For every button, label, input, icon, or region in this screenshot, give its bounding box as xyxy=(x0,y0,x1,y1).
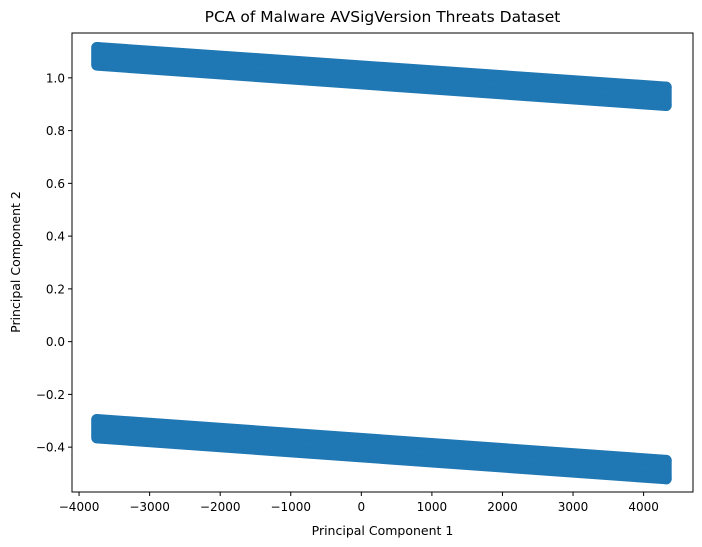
y-tick-label: −0.2 xyxy=(36,388,65,402)
y-tick-label: 0.6 xyxy=(46,177,65,191)
scatter-point xyxy=(133,52,145,64)
scatter-point xyxy=(660,100,672,112)
scatter-point xyxy=(119,423,131,435)
x-tick-label: −3000 xyxy=(129,500,170,514)
scatter-point xyxy=(137,425,149,437)
scatter-point xyxy=(92,432,104,444)
x-tick-label: −1000 xyxy=(270,500,311,514)
scatter-point xyxy=(228,56,240,68)
scatter-point xyxy=(105,49,117,61)
y-axis-label: Principal Component 2 xyxy=(8,191,23,333)
cluster-bands xyxy=(91,42,672,485)
x-axis-label: Principal Component 1 xyxy=(312,523,454,538)
scatter-point xyxy=(172,52,184,64)
y-tick-label: 0.8 xyxy=(46,124,65,138)
x-tick-label: −2000 xyxy=(200,500,241,514)
scatter-point xyxy=(214,59,226,71)
scatter-point xyxy=(200,429,212,441)
point-cluster-2 xyxy=(91,413,672,485)
scatter-point xyxy=(92,59,104,71)
scatter-point xyxy=(660,454,672,466)
x-tick-label: −4000 xyxy=(59,500,100,514)
x-tick-label: 3000 xyxy=(558,500,589,514)
scatter-point xyxy=(172,429,184,441)
x-tick-label: 2000 xyxy=(487,500,518,514)
scatter-point xyxy=(193,56,205,68)
y-tick-label: 0.2 xyxy=(46,282,65,296)
scatter-point xyxy=(92,414,104,426)
y-tick-label: 0.4 xyxy=(46,230,65,244)
x-tick-label: 0 xyxy=(358,500,366,514)
chart-title: PCA of Malware AVSigVersion Threats Data… xyxy=(205,8,561,26)
scatter-point xyxy=(101,417,113,429)
x-tick-label: 4000 xyxy=(628,500,659,514)
plot-frame xyxy=(71,32,694,493)
x-axis-ticks: −4000 −3000 −2000 −1000 0 1000 2000 3000 4000 xyxy=(59,492,659,514)
scatter-point xyxy=(660,81,672,93)
scatter-point xyxy=(92,42,104,54)
x-tick-label: 1000 xyxy=(417,500,448,514)
scatter-point xyxy=(122,53,134,65)
y-axis-ticks: −0.4 −0.2 0.0 0.2 0.4 0.6 0.8 1.0 xyxy=(36,71,72,455)
y-tick-label: 0.0 xyxy=(46,335,65,349)
scatter-point xyxy=(158,53,170,65)
scatter-point xyxy=(660,473,672,485)
y-tick-label: 1.0 xyxy=(46,71,65,85)
scatter-point xyxy=(147,53,159,65)
scatter-points xyxy=(92,42,672,485)
y-tick-label: −0.4 xyxy=(36,441,65,455)
scatter-point xyxy=(221,433,233,445)
